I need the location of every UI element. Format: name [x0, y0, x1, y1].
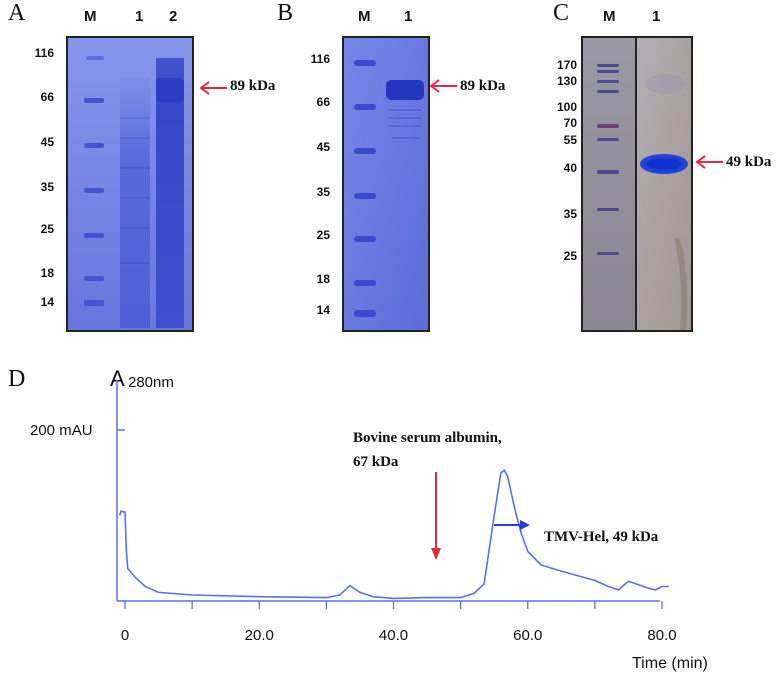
panel-b-marker-116: 116 [310, 52, 330, 66]
panel-a-lane-1: 1 [135, 8, 144, 25]
panel-a-lane-2: 2 [169, 8, 178, 25]
panel-b-label: B [277, 0, 294, 26]
panel-a-arrow [199, 81, 227, 95]
panel-a-marker-66: 66 [40, 90, 54, 104]
panel-a-label: A [8, 0, 26, 26]
panel-a-marker-25: 25 [40, 222, 54, 236]
panel-a-marker-18: 18 [40, 266, 54, 280]
panel-c-annotation: 49 kDa [726, 154, 772, 170]
panel-c-marker-55: 55 [563, 133, 577, 147]
panel-c-sample-lane-image [637, 38, 691, 330]
panel-c-marker-lane-image [583, 38, 635, 330]
panel-a-marker-45: 45 [40, 135, 54, 149]
panel-b-gel [342, 36, 430, 332]
bsa-annotation-line2: 67 kDa [353, 454, 399, 470]
panel-b-annotation: 89 kDa [460, 78, 506, 94]
panel-d-label: D [8, 366, 26, 392]
panel-a-annotation: 89 kDa [230, 78, 276, 94]
panel-b-lane-m: M [358, 8, 371, 25]
tmv-annotation: TMV-Hel, 49 kDa [544, 529, 659, 545]
panel-c-marker-40: 40 [563, 161, 577, 175]
panel-c-marker-130: 130 [556, 74, 577, 88]
panel-b-marker-45: 45 [316, 140, 330, 154]
panel-a-lane-m: M [84, 8, 97, 25]
chromatogram-trace [118, 468, 669, 600]
panel-a-gel-image [68, 38, 192, 330]
panel-b-arrow [429, 79, 457, 93]
x-tick-label: 80.0 [647, 627, 676, 644]
panel-b-lane-1: 1 [404, 8, 413, 25]
x-tick-label: 40.0 [379, 627, 408, 644]
panel-b-marker-35: 35 [316, 185, 330, 199]
panel-c-gel-marker-lane [581, 36, 637, 332]
panel-c-lane-1: 1 [652, 8, 661, 25]
panel-b-marker-66: 66 [316, 95, 330, 109]
y-axis-unit: 280nm [128, 374, 174, 391]
y-tick-label: 200 mAU [30, 422, 93, 439]
x-tick-label: 60.0 [513, 627, 542, 644]
panel-b-marker-18: 18 [316, 272, 330, 286]
panel-c-label: C [553, 0, 570, 26]
chromatogram-chart: A 280nm 200 mAU 0 20.0 40.0 60.0 80.0 Time (… [30, 366, 708, 672]
panel-a-marker-116: 116 [34, 46, 54, 60]
panel-c-arrow [695, 155, 723, 169]
panel-a-marker-35: 35 [40, 180, 54, 194]
panel-c-marker-100: 100 [556, 100, 577, 114]
panel-c-marker-170: 170 [556, 58, 577, 72]
bsa-arrow [431, 472, 441, 560]
tmv-arrow [494, 520, 530, 530]
panel-b-gel-image [344, 38, 428, 330]
panel-c-marker-25: 25 [563, 249, 577, 263]
x-tick-label: 0 [121, 627, 129, 644]
panel-a-gel [66, 36, 194, 332]
panel-b-marker-25: 25 [316, 228, 330, 242]
panel-a-marker-14: 14 [40, 295, 54, 309]
panel-c-marker-35: 35 [563, 207, 577, 221]
panel-b-marker-14: 14 [316, 303, 330, 317]
y-axis-title: A [110, 366, 125, 391]
bsa-annotation-line1: Bovine serum albumin, [353, 430, 502, 446]
panel-c-lane-m: M [603, 8, 616, 25]
x-axis-title: Time (min) [632, 655, 708, 672]
panel-c-marker-70: 70 [563, 116, 577, 130]
x-tick-label: 20.0 [245, 627, 274, 644]
panel-c-gel-sample-lane [635, 36, 693, 332]
